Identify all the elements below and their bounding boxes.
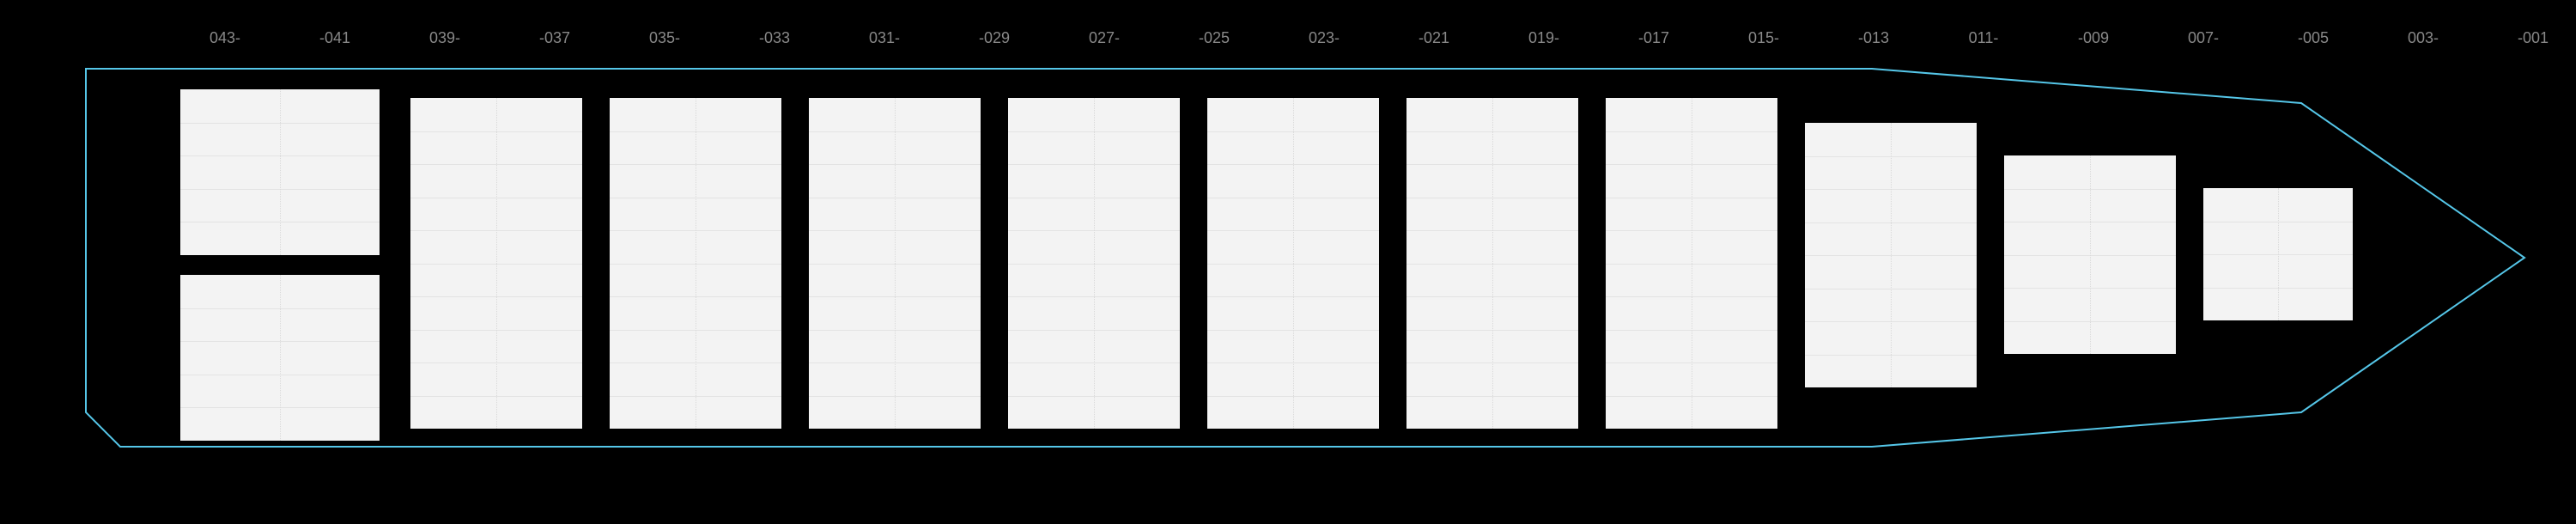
bay-label-021: -021 <box>1419 29 1449 47</box>
hold-bay-15-13 <box>1606 98 1777 429</box>
grid-col-line <box>2090 155 2091 354</box>
hold-bay-35-33 <box>610 98 781 429</box>
grid-col-line <box>2278 188 2279 320</box>
bay-label-027: 027- <box>1089 29 1120 47</box>
hold-bay-27-25 <box>1008 98 1180 429</box>
hold-aft-lower <box>180 275 380 441</box>
bay-label-033: -033 <box>759 29 790 47</box>
bay-label-015: 015- <box>1748 29 1779 47</box>
bay-label-025: -025 <box>1199 29 1230 47</box>
hold-bay-07-05 <box>2004 155 2176 354</box>
hold-bay-11-09 <box>1805 123 1977 387</box>
hold-bay-19-17 <box>1406 98 1578 429</box>
bay-label-037: -037 <box>539 29 570 47</box>
bay-label-007: 007- <box>2188 29 2219 47</box>
grid-col-line <box>895 98 896 429</box>
grid-col-line <box>280 275 281 441</box>
bay-label-023: 023- <box>1309 29 1340 47</box>
bay-label-029: -029 <box>979 29 1010 47</box>
hold-bay-39-37 <box>410 98 582 429</box>
bay-label-017: -017 <box>1638 29 1669 47</box>
bay-label-009: -009 <box>2078 29 2109 47</box>
bay-label-035: 035- <box>649 29 680 47</box>
grid-col-line <box>280 89 281 255</box>
hold-aft-upper <box>180 89 380 255</box>
grid-col-line <box>1891 123 1892 387</box>
hold-bay-23-21 <box>1207 98 1379 429</box>
bay-label-005: -005 <box>2298 29 2329 47</box>
grid-col-line <box>1293 98 1294 429</box>
grid-col-line <box>496 98 497 429</box>
grid-col-line <box>1094 98 1095 429</box>
bay-label-011: 011- <box>1969 29 1999 47</box>
grid-col-line <box>1492 98 1493 429</box>
bay-label-041: -041 <box>319 29 350 47</box>
hold-bay-03-01 <box>2203 188 2353 320</box>
bay-label-031: 031- <box>869 29 900 47</box>
bay-label-001: -001 <box>2518 29 2549 47</box>
bay-label-043: 043- <box>210 29 240 47</box>
bay-label-039: 039- <box>429 29 460 47</box>
bay-label-019: 019- <box>1528 29 1559 47</box>
bay-label-013: -013 <box>1858 29 1889 47</box>
hold-bay-31-29 <box>809 98 981 429</box>
ship-stowage-diagram: 043- -041 039- -037 035- -033 031- -029 027- -025… <box>0 0 2576 524</box>
bay-label-003: 003- <box>2408 29 2439 47</box>
